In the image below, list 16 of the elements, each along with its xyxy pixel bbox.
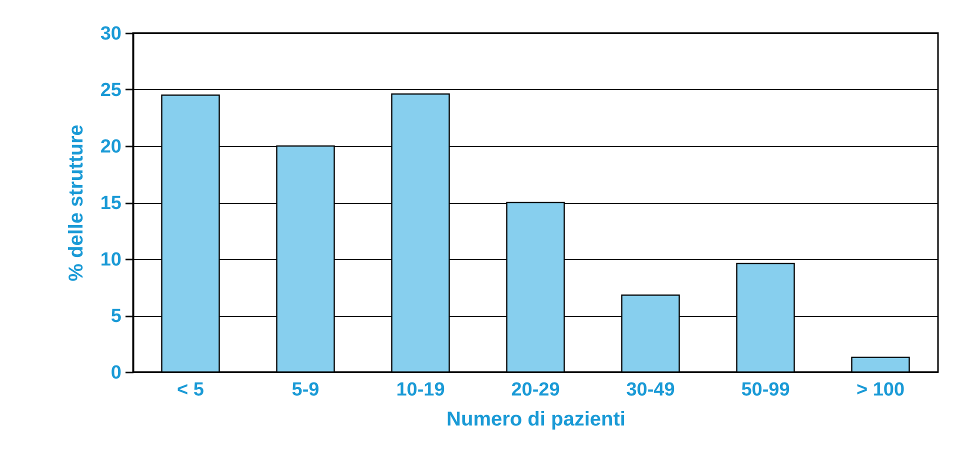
y-tick-label: 10 <box>100 250 122 270</box>
y-tick-label: 15 <box>100 193 122 214</box>
y-tick-label: 30 <box>100 24 122 44</box>
y-tick-label: 0 <box>110 362 122 384</box>
x-tick-label: 50-99 <box>741 380 790 400</box>
x-tick-label: 30-49 <box>626 380 675 400</box>
x-tick-label: 20-29 <box>511 380 560 400</box>
x-tick-label: 5-9 <box>292 380 320 400</box>
x-tick-label: 10-19 <box>396 380 445 400</box>
y-tick-label: 25 <box>100 80 122 101</box>
y-tick-label: 5 <box>110 306 122 327</box>
y-tick-label: 20 <box>100 136 122 158</box>
x-axis-title: Numero di pazienti <box>446 408 626 430</box>
y-axis-title: % delle strutture <box>65 124 88 282</box>
x-tick-label: < 5 <box>177 380 204 400</box>
x-tick-label: > 100 <box>856 380 905 400</box>
